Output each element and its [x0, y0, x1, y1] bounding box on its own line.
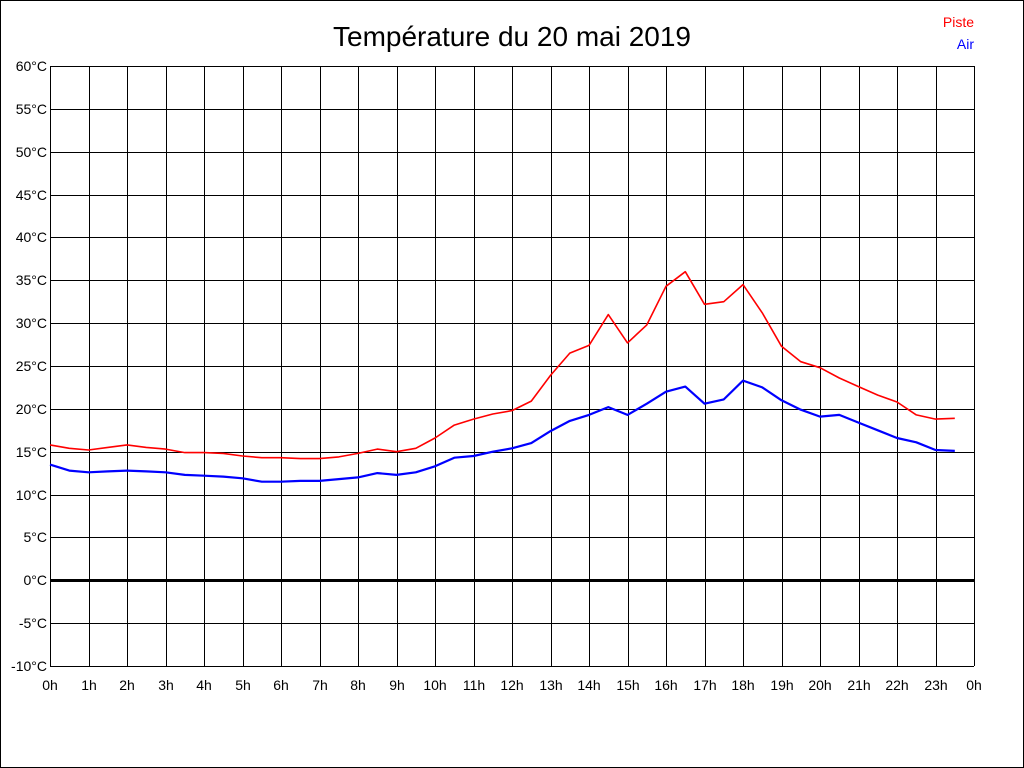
axes: 0h 1h 2h 3h 4h 5h 6h 7h 8h 9h 10h 11h 12h 13h 14h 15h 16… — [11, 58, 982, 693]
x-tick-label: 2h — [119, 677, 135, 693]
x-tick-label: 4h — [196, 677, 212, 693]
series-lines — [49, 270, 955, 483]
y-tick-label: -5°C — [19, 615, 47, 631]
legend-entry-piste: Piste — [943, 14, 974, 30]
y-tick-label: 5°C — [24, 529, 48, 545]
y-tick-label: 50°C — [16, 144, 47, 160]
x-tick-label: 6h — [273, 677, 289, 693]
y-tick-label: 30°C — [16, 315, 47, 331]
x-tick-label: 0h — [966, 677, 982, 693]
y-tick-label: 45°C — [16, 187, 47, 203]
x-tick-label: 12h — [500, 677, 523, 693]
y-tick-label: 10°C — [16, 487, 47, 503]
y-tick-label: 20°C — [16, 401, 47, 417]
x-tick-label: 7h — [312, 677, 328, 693]
x-tick-label: 13h — [539, 677, 562, 693]
x-tick-label: 18h — [731, 677, 754, 693]
x-tick-label: 3h — [158, 677, 174, 693]
x-tick-label: 1h — [81, 677, 97, 693]
grid — [50, 66, 975, 667]
y-tick-label: 25°C — [16, 358, 47, 374]
x-tick-label: 15h — [616, 677, 639, 693]
x-tick-label: 10h — [423, 677, 446, 693]
y-tick-label: 55°C — [16, 101, 47, 117]
y-tick-label: 40°C — [16, 229, 47, 245]
x-tick-label: 8h — [350, 677, 366, 693]
x-tick-label: 19h — [770, 677, 793, 693]
x-tick-label: 22h — [885, 677, 908, 693]
x-tick-label: 16h — [654, 677, 677, 693]
x-tick-label: 11h — [463, 677, 485, 693]
y-tick-label: 60°C — [16, 58, 47, 74]
y-tick-label: 0°C — [24, 572, 48, 588]
x-tick-label: 21h — [847, 677, 870, 693]
chart-title: Température du 20 mai 2019 — [333, 21, 691, 52]
y-tick-label: 35°C — [16, 272, 47, 288]
series-line-air — [49, 379, 955, 483]
y-tick-label: 15°C — [16, 444, 47, 460]
legend-entry-air: Air — [957, 36, 974, 52]
series-line-piste — [49, 270, 955, 460]
x-tick-label: 23h — [924, 677, 947, 693]
x-tick-label: 20h — [808, 677, 831, 693]
legend: Piste Air — [943, 14, 974, 52]
x-tick-label: 0h — [42, 677, 58, 693]
x-tick-label: 5h — [235, 677, 251, 693]
x-tick-label: 9h — [389, 677, 405, 693]
x-tick-label: 14h — [577, 677, 600, 693]
x-tick-label: 17h — [693, 677, 716, 693]
y-tick-label: -10°C — [11, 658, 47, 674]
